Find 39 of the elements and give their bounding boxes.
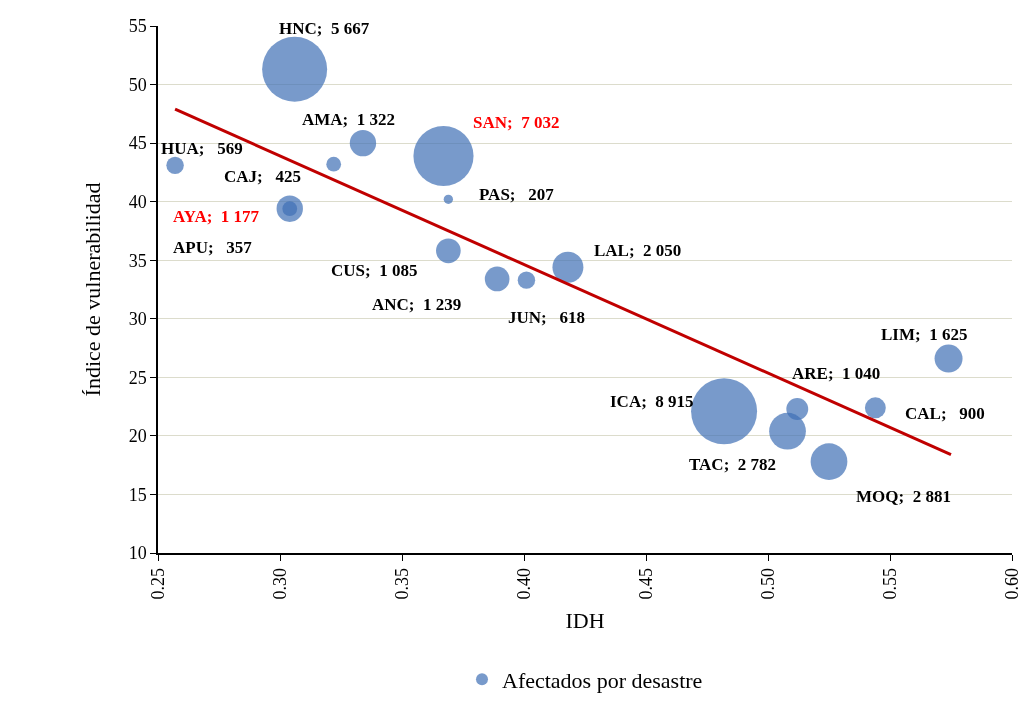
annotation: HUA; 569 — [161, 139, 243, 158]
x-tick-label: 0.30 — [269, 567, 290, 600]
annotation: JUN; 618 — [508, 308, 585, 327]
legend-label: Afectados por desastre — [502, 667, 703, 693]
y-tick-label: 35 — [128, 250, 147, 271]
annotation: ANC; 1 239 — [372, 295, 462, 314]
annotation: CUS; 1 085 — [331, 261, 418, 280]
y-tick-label: 20 — [128, 426, 147, 447]
annotation: LIM; 1 625 — [881, 325, 968, 344]
y-tick-label: 45 — [128, 133, 147, 154]
annotation: AYA; 1 177 — [173, 207, 260, 226]
annotation: TAC; 2 782 — [689, 455, 777, 474]
annotation: HNC; 5 667 — [279, 19, 370, 38]
x-tick-label: 0.50 — [757, 567, 778, 600]
annotation: PAS; 207 — [479, 185, 555, 204]
y-tick-label: 50 — [128, 74, 147, 95]
x-axis-title: IDH — [565, 607, 605, 633]
x-tick-label: 0.60 — [1001, 567, 1022, 600]
x-tick-label: 0.40 — [513, 567, 534, 600]
y-tick-label: 10 — [128, 543, 147, 564]
annotation: ARE; 1 040 — [792, 364, 881, 383]
annotation: MOQ; 2 881 — [856, 487, 951, 506]
x-tick-label: 0.25 — [147, 567, 168, 600]
annotation: APU; 357 — [173, 238, 253, 257]
annotation: CAJ; 425 — [224, 167, 301, 186]
annotation: SAN; 7 032 — [473, 113, 560, 132]
annotation: CAL; 900 — [905, 404, 985, 423]
x-tick-label: 0.55 — [879, 567, 900, 600]
x-tick-label: 0.45 — [635, 567, 656, 600]
y-tick-label: 15 — [128, 484, 147, 505]
x-tick-label: 0.35 — [391, 567, 412, 600]
y-tick-label: 40 — [128, 191, 147, 212]
annotation: AMA; 1 322 — [302, 110, 396, 129]
y-tick-label: 25 — [128, 367, 147, 388]
annotation: ICA; 8 915 — [610, 392, 694, 411]
y-axis-title: Índice de vulnerabilidad — [79, 182, 105, 397]
y-tick-label: 30 — [128, 309, 147, 330]
y-tick-label: 55 — [128, 16, 147, 37]
annotation: LAL; 2 050 — [594, 241, 682, 260]
